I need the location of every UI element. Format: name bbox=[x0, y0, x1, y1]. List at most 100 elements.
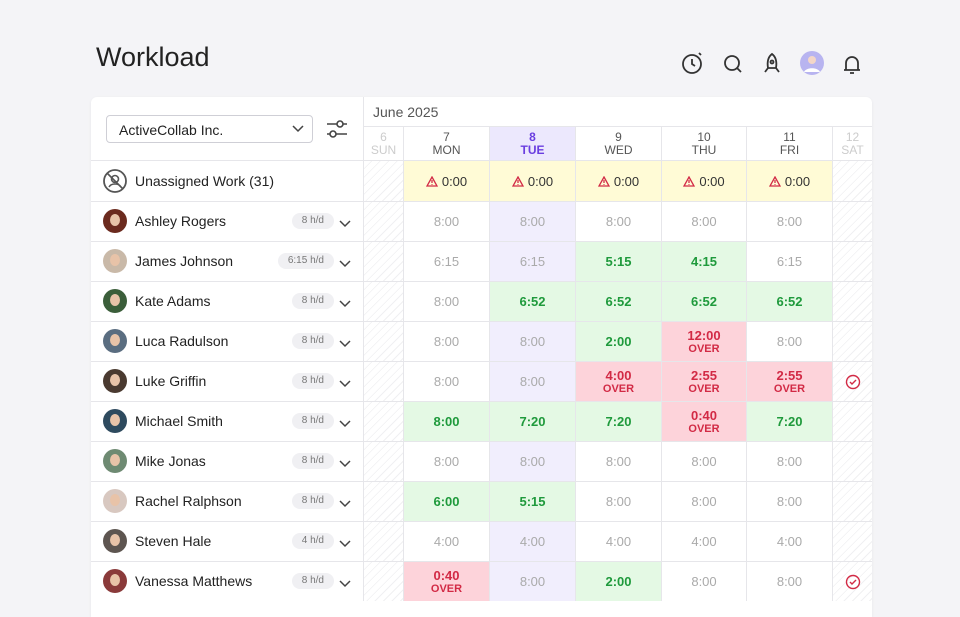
person-name: Steven Hale bbox=[135, 533, 212, 549]
cell-time: 6:15 bbox=[519, 254, 546, 269]
company-select[interactable]: ActiveCollab Inc. bbox=[106, 115, 313, 143]
capacity-pill: 6:15 h/d bbox=[277, 253, 334, 269]
person-name: Ashley Rogers bbox=[135, 213, 227, 229]
timer-icon[interactable] bbox=[682, 52, 702, 74]
day-cell: 6:15 bbox=[489, 241, 575, 281]
avatar bbox=[103, 529, 127, 553]
avatar-face bbox=[110, 534, 120, 546]
day-header: 10 THU bbox=[661, 126, 746, 160]
cell-time: 8:00 bbox=[519, 334, 546, 349]
row-expand[interactable] bbox=[339, 536, 351, 548]
warning-group: 0:00 bbox=[768, 174, 810, 189]
cell-time: 4:00 bbox=[519, 534, 546, 549]
cell-time: 6:52 bbox=[690, 293, 718, 309]
cell-note: OVER bbox=[602, 382, 635, 395]
day-cell: 8:00 bbox=[403, 201, 489, 241]
day-cell: 2:55 OVER bbox=[661, 361, 746, 401]
check-icon bbox=[845, 374, 860, 389]
user-avatar[interactable] bbox=[800, 51, 824, 75]
day-header: 6 SUN bbox=[363, 126, 403, 160]
cell-time: 8:00 bbox=[433, 413, 460, 429]
row-expand[interactable] bbox=[339, 336, 351, 348]
day-cell: 4:00 OVER bbox=[575, 361, 661, 401]
day-date: 7 bbox=[443, 129, 450, 144]
row-expand[interactable] bbox=[339, 216, 351, 228]
warning-group: 0:00 bbox=[683, 174, 725, 189]
row-border bbox=[91, 201, 363, 202]
person-name: James Johnson bbox=[135, 253, 234, 269]
day-date: 11 bbox=[783, 129, 796, 144]
avatar-face bbox=[110, 574, 120, 586]
day-cell: 8:00 bbox=[489, 201, 575, 241]
person-name: Michael Smith bbox=[135, 413, 223, 429]
day-cell: 4:15 bbox=[661, 241, 746, 281]
day-cell: 8:00 bbox=[489, 361, 575, 401]
avatar bbox=[103, 249, 127, 273]
day-cell bbox=[363, 321, 403, 361]
row-border bbox=[91, 281, 363, 282]
cell-note: OVER bbox=[773, 382, 806, 395]
check-icon bbox=[845, 574, 860, 589]
day-weekday: FRI bbox=[779, 142, 800, 157]
cell-time: 0:00 bbox=[613, 173, 640, 189]
page-title: Workload bbox=[96, 42, 210, 72]
search-icon[interactable] bbox=[724, 55, 742, 73]
warning-icon bbox=[425, 175, 438, 187]
person-name: Luca Radulson bbox=[135, 333, 229, 349]
day-cell bbox=[363, 521, 403, 561]
person-name: Kate Adams bbox=[135, 293, 211, 309]
day-header: 9 WED bbox=[575, 126, 661, 160]
dropdown-chevron bbox=[292, 125, 304, 133]
day-cell: 2:00 bbox=[575, 321, 661, 361]
cell-time: 7:20 bbox=[605, 413, 632, 429]
warning-icon bbox=[768, 175, 781, 187]
row-label: Unassigned Work (31) bbox=[135, 172, 275, 189]
cell-time: 8:00 bbox=[519, 214, 546, 229]
rocket-icon[interactable] bbox=[764, 52, 780, 73]
day-cell: 0:00 bbox=[746, 160, 832, 201]
day-cell: 5:15 bbox=[575, 241, 661, 281]
warning-icon bbox=[597, 175, 610, 187]
day-date: 10 bbox=[697, 129, 711, 144]
day-cell: 4:00 bbox=[403, 521, 489, 561]
cell-time: 0:00 bbox=[527, 173, 554, 189]
day-cell: 5:15 bbox=[489, 481, 575, 521]
cell-time: 8:00 bbox=[691, 214, 717, 229]
day-cell: 7:20 bbox=[489, 401, 575, 441]
row-expand[interactable] bbox=[339, 576, 351, 588]
row-border bbox=[91, 401, 363, 402]
filter-icon[interactable] bbox=[326, 119, 348, 139]
day-cell bbox=[832, 281, 872, 321]
day-weekday: SUN bbox=[370, 142, 397, 157]
row-expand[interactable] bbox=[339, 256, 351, 268]
cell-time: 7:20 bbox=[776, 413, 803, 429]
cell-time: 0:00 bbox=[441, 173, 468, 189]
row-border bbox=[91, 521, 363, 522]
row-expand[interactable] bbox=[339, 416, 351, 428]
day-cell bbox=[832, 361, 872, 401]
day-cell: 8:00 bbox=[489, 441, 575, 481]
row-expand[interactable] bbox=[339, 456, 351, 468]
cell-time: 8:00 bbox=[776, 494, 803, 509]
company-name: ActiveCollab Inc. bbox=[119, 122, 224, 138]
cell-time: 8:00 bbox=[519, 374, 546, 389]
day-cell bbox=[832, 561, 872, 601]
cell-time: 12:00 bbox=[687, 327, 721, 343]
bell-icon[interactable] bbox=[844, 56, 860, 74]
avatar-face bbox=[110, 214, 120, 226]
cell-time: 2:55 bbox=[776, 367, 803, 383]
avatar-face bbox=[110, 494, 120, 506]
capacity-pill: 8 h/d bbox=[291, 293, 334, 309]
row-expand[interactable] bbox=[339, 376, 351, 388]
day-cell: 8:00 bbox=[746, 201, 832, 241]
day-cell: 8:00 bbox=[746, 321, 832, 361]
day-weekday: TUE bbox=[520, 142, 545, 157]
avatar bbox=[103, 329, 127, 353]
cell-time: 5:15 bbox=[605, 253, 632, 269]
row-expand[interactable] bbox=[339, 296, 351, 308]
day-cell bbox=[363, 361, 403, 401]
day-date: 9 bbox=[615, 129, 622, 144]
day-cell: 8:00 bbox=[403, 441, 489, 481]
capacity-pill: 8 h/d bbox=[291, 493, 334, 509]
row-expand[interactable] bbox=[339, 496, 351, 508]
